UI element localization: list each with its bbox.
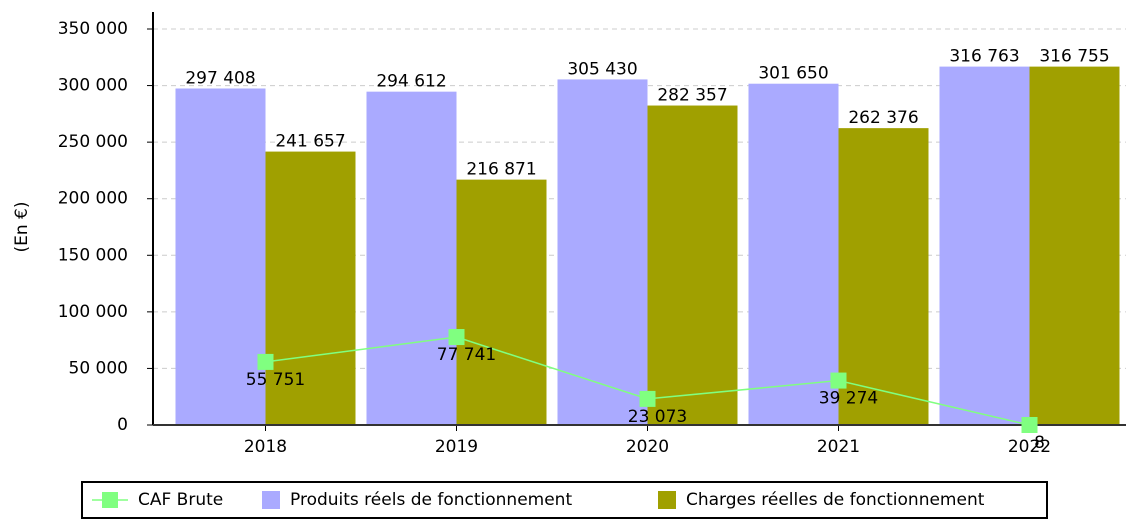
line-value-label: 8 [1034, 433, 1045, 453]
legend-label: Charges réelles de fonctionnement [686, 490, 985, 510]
bar-value-label: 262 376 [848, 108, 918, 128]
x-tick-label: 2019 [435, 437, 478, 457]
y-tick-label: 300 000 [58, 76, 128, 96]
line-value-label: 77 741 [437, 345, 496, 365]
y-tick-label: 200 000 [58, 189, 128, 209]
legend-box [81, 481, 1048, 519]
bar-value-label: 316 755 [1039, 47, 1109, 67]
legend-label: CAF Brute [138, 490, 223, 510]
y-tick-label: 100 000 [58, 302, 128, 322]
y-tick-label: 250 000 [58, 132, 128, 152]
bar-value-label: 282 357 [657, 86, 727, 106]
bar-value-label: 301 650 [758, 64, 828, 84]
line-marker [448, 329, 465, 346]
line-marker [257, 353, 274, 370]
x-tick-label: 2022 [1008, 437, 1051, 457]
line-marker [1021, 416, 1038, 433]
bar-value-label: 297 408 [185, 69, 255, 89]
line-marker [639, 390, 656, 407]
bar [456, 179, 547, 425]
bar-value-label: 316 763 [949, 47, 1019, 67]
bar [939, 66, 1030, 426]
legend-swatch [262, 491, 280, 509]
legend-swatch [102, 492, 118, 508]
legend-swatch [658, 491, 676, 509]
line-value-label: 55 751 [246, 370, 305, 390]
bar [366, 91, 457, 425]
legend-label: Produits réels de fonctionnement [290, 490, 572, 510]
bar-value-label: 241 657 [275, 132, 345, 152]
line-value-label: 39 274 [819, 389, 878, 409]
bar [265, 151, 356, 425]
bar-value-label: 294 612 [376, 72, 446, 92]
x-tick-label: 2021 [817, 437, 860, 457]
bar-value-label: 216 871 [466, 160, 536, 180]
y-tick-label: 0 [117, 415, 128, 435]
x-tick-label: 2020 [626, 437, 669, 457]
y-axis-label: (En €) [12, 202, 32, 253]
y-tick-label: 350 000 [58, 19, 128, 39]
bar-value-label: 305 430 [567, 59, 637, 79]
bar [838, 128, 929, 425]
line-marker [830, 372, 847, 389]
y-tick-label: 150 000 [58, 245, 128, 265]
bar [748, 83, 839, 425]
x-tick-label: 2018 [244, 437, 287, 457]
bar [1029, 66, 1120, 425]
bar [175, 88, 266, 425]
y-tick-label: 50 000 [69, 358, 128, 378]
line-value-label: 23 073 [628, 407, 687, 427]
bar [557, 79, 648, 426]
bar [647, 105, 738, 425]
